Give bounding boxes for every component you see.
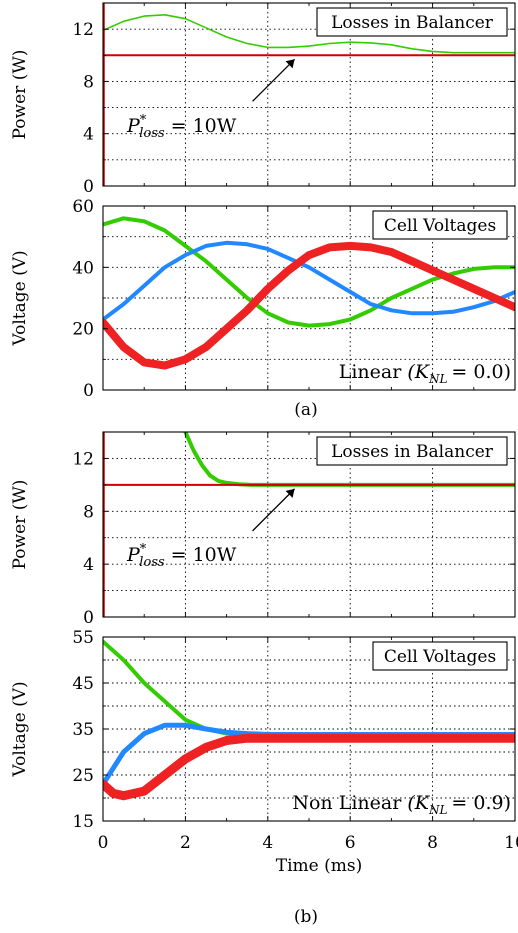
panel-b-voltage: 15 25 35 45 55 0 2 4 6 8 10 Voltage (V) Time (ms) Cel… bbox=[10, 628, 518, 876]
y-tick-label: 0 bbox=[83, 608, 94, 628]
annotation-arrow bbox=[252, 58, 296, 102]
panel-a-power: 0 4 8 12 Power (W) Losses in Balancer P* loss = … bbox=[10, 2, 516, 197]
x-tick-label: 8 bbox=[427, 833, 438, 853]
caption-b: (b) bbox=[294, 907, 318, 927]
y-tick-label: 4 bbox=[83, 125, 94, 145]
y-axis-label: Voltage (V) bbox=[10, 681, 30, 777]
y-tick-label: 15 bbox=[72, 812, 94, 832]
x-tick-label: 10 bbox=[504, 833, 518, 853]
y-tick-label: 45 bbox=[72, 674, 94, 694]
caption-a: (a) bbox=[294, 400, 317, 420]
annotation-arrow bbox=[252, 488, 296, 532]
x-tick-label: 6 bbox=[345, 833, 356, 853]
series-group bbox=[103, 432, 515, 617]
panel-a-voltage: 0 20 40 60 Voltage (V) Cell Voltages Linear (K… bbox=[10, 197, 516, 401]
legend-box-label: Cell Voltages bbox=[384, 216, 496, 236]
legend-box bbox=[372, 210, 508, 240]
y-tick-label: 55 bbox=[72, 628, 94, 648]
y-tick-label: 60 bbox=[72, 197, 94, 217]
y-tick-label: 0 bbox=[83, 381, 94, 401]
annotation-label: P* loss = 10W bbox=[126, 113, 237, 141]
y-tick-label: 40 bbox=[72, 258, 94, 278]
y-axis-label: Voltage (V) bbox=[10, 250, 30, 346]
series-line-red bbox=[103, 241, 515, 370]
series-group bbox=[103, 216, 515, 370]
arrow-head bbox=[285, 59, 295, 69]
y-tick-label: 12 bbox=[72, 20, 94, 40]
y-tick-label: 20 bbox=[72, 320, 94, 340]
y-tick-label: 35 bbox=[72, 720, 94, 740]
y-axis-label: Power (W) bbox=[10, 50, 30, 140]
annotation-label: P* loss = 10W bbox=[126, 542, 237, 570]
y-tick-label: 25 bbox=[72, 766, 94, 786]
series-line-red bbox=[103, 733, 515, 801]
x-tick-label: 4 bbox=[262, 833, 273, 853]
legend-box bbox=[316, 436, 508, 466]
series-group bbox=[103, 639, 515, 801]
mode-caption: Linear (KNL = 0.0) bbox=[339, 361, 511, 386]
x-tick-label: 2 bbox=[180, 833, 191, 853]
panel-b-power: 0 4 8 12 Power (W) Losses in Balancer P* loss = … bbox=[10, 431, 516, 628]
y-tick-label: 8 bbox=[83, 502, 94, 522]
y-tick-label: 8 bbox=[83, 72, 94, 92]
x-tick-label: 0 bbox=[98, 833, 109, 853]
legend-box bbox=[372, 641, 508, 671]
series-group bbox=[103, 3, 515, 186]
series-line-blue bbox=[103, 240, 515, 322]
arrow-head bbox=[285, 488, 295, 498]
mode-caption: Non Linear (KNL = 0.9) bbox=[292, 792, 511, 817]
series-line-green bbox=[103, 14, 515, 54]
x-axis-label: Time (ms) bbox=[276, 856, 362, 876]
y-tick-label: 12 bbox=[72, 449, 94, 469]
y-tick-label: 4 bbox=[83, 555, 94, 575]
legend-box bbox=[316, 7, 508, 37]
legend-box-label: Losses in Balancer bbox=[331, 442, 494, 462]
legend-box-label: Cell Voltages bbox=[384, 647, 496, 667]
legend-box-label: Losses in Balancer bbox=[331, 13, 494, 33]
y-axis-label: Power (W) bbox=[10, 480, 30, 570]
y-tick-label: 0 bbox=[83, 177, 94, 197]
